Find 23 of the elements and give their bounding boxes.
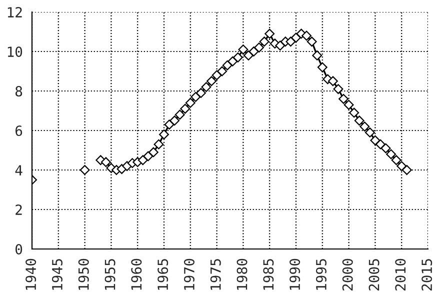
x-tick-label: 2010: [395, 258, 406, 290]
y-tick-label: 10: [8, 46, 22, 58]
y-tick-label: 2: [16, 204, 22, 215]
x-tick-label: 1990: [290, 258, 300, 290]
x-tick-label: 1940: [26, 258, 36, 290]
x-tick-label: 2015: [422, 259, 432, 290]
x-tick-label: 1965: [158, 259, 168, 290]
x-tick-label: 1960: [131, 258, 142, 290]
x-tick-label: 1980: [236, 258, 248, 290]
y-tick-label: 12: [8, 7, 22, 18]
x-tick-label: 1955: [104, 259, 116, 290]
y-tick-label: 6: [16, 126, 22, 136]
y-tick-label: 0: [16, 244, 22, 255]
y-tick-label: 4: [15, 165, 22, 176]
x-tick-label: 2000: [342, 258, 353, 290]
x-tick-label: 1985: [263, 259, 274, 290]
x-tick-label: 1975: [210, 259, 221, 290]
x-tick-label: 1970: [184, 258, 194, 290]
y-tick-label: 8: [16, 86, 22, 97]
x-tick-label: 1995: [316, 259, 326, 290]
x-tick-label: 1950: [78, 258, 89, 290]
x-tick-label: 1945: [52, 259, 62, 290]
x-tick-label: 2005: [368, 259, 380, 290]
